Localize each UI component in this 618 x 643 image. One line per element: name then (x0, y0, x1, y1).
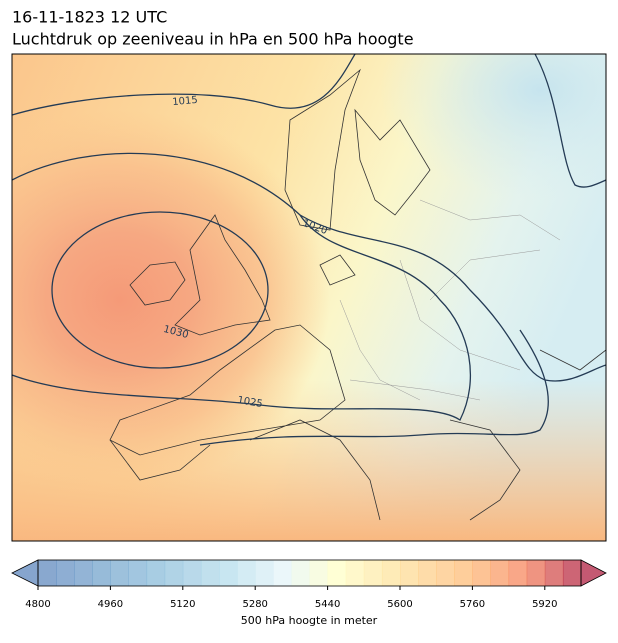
colorbar-segment (237, 560, 256, 586)
colorbar-segment (472, 560, 491, 586)
colorbar-segment (38, 560, 57, 586)
colorbar-tick-label: 5760 (460, 599, 485, 610)
map-date: 16-11-1823 12 UTC (12, 8, 167, 27)
map-area (12, 54, 606, 541)
colorbar-segment (291, 560, 310, 586)
colorbar-segment (164, 560, 184, 586)
colorbar-segment (562, 560, 582, 586)
isobar-label: 1015 (172, 95, 198, 108)
colorbar-segment (92, 560, 111, 586)
colorbar-segment (146, 560, 166, 586)
colorbar-tick-label: 4800 (25, 599, 50, 610)
colorbar-segment (182, 560, 202, 586)
isobar (51, 211, 269, 369)
colorbar-segment (128, 560, 148, 586)
colorbar-frame (37, 559, 582, 587)
colorbar-segment (363, 560, 383, 586)
colorbar-segment (454, 560, 473, 586)
colorbar-segment (490, 560, 510, 586)
colorbar-extend-high (580, 559, 607, 587)
colorbar-segment (200, 560, 220, 586)
colorbar-tick-label: 5600 (387, 599, 412, 610)
colorbar-tick-label: 5120 (170, 599, 195, 610)
colorbar-segment (255, 560, 274, 586)
isobar (12, 54, 356, 116)
borders (339, 199, 561, 401)
colorbar-segment (400, 560, 419, 586)
colorbar-tick-label: 4960 (98, 599, 123, 610)
colorbar-segment (56, 560, 75, 586)
colorbar-extend-low (11, 559, 39, 587)
colorbar-segment (309, 560, 329, 586)
colorbar-segment (526, 560, 546, 586)
colorbar-segment (110, 560, 129, 586)
colorbar-segment (74, 560, 93, 586)
isobar (534, 54, 606, 188)
colorbar-segment (219, 560, 238, 586)
map-frame (11, 53, 607, 542)
colorbar-tick-label: 5280 (242, 599, 267, 610)
colorbar-segment (508, 560, 528, 586)
colorbar-segment (544, 560, 564, 586)
colorbar-segment (273, 560, 292, 586)
colorbar-segment (418, 560, 437, 586)
colorbar-segment (327, 560, 347, 586)
colorbar-tick-label: 5440 (315, 599, 340, 610)
colorbar-label: 500 hPa hoogte in meter (241, 614, 378, 627)
colorbar-segment (345, 560, 365, 586)
colorbar-segment (381, 560, 401, 586)
isobar-label: 1025 (236, 395, 263, 410)
colorbar-segment (436, 560, 455, 586)
height-ridge (12, 110, 330, 490)
colorbar-tick-label: 5920 (532, 599, 557, 610)
map-title: Luchtdruk op zeeniveau in hPa en 500 hPa… (12, 30, 414, 49)
coastline (109, 68, 606, 521)
isobar (12, 214, 472, 421)
isobar (199, 329, 549, 446)
